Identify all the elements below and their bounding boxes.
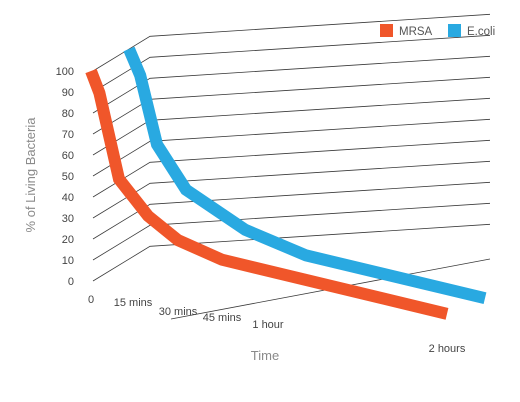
x-tick-label: 30 mins (159, 306, 198, 318)
gridline (92, 55, 491, 114)
series-line-ecoli (123, 46, 487, 304)
gridline (92, 160, 491, 219)
legend: MRSA E.coli (380, 24, 495, 38)
y-tick-label: 20 (62, 234, 74, 246)
y-tick-label: 50 (62, 171, 74, 183)
gridline (92, 181, 491, 240)
legend-swatch-mrsa (380, 24, 393, 37)
y-tick-label: 30 (62, 213, 74, 225)
y-axis-ticks: 0 10 20 30 40 50 60 70 80 90 100 (56, 66, 74, 288)
y-tick-label: 100 (56, 66, 74, 78)
y-tick-label: 70 (62, 129, 74, 141)
y-tick-label: 60 (62, 150, 74, 162)
gridline (92, 202, 491, 261)
y-axis-title: % of Living Bacteria (23, 117, 38, 233)
gridline (92, 13, 491, 72)
y-tick-label: 40 (62, 192, 74, 204)
x-tick-label: 0 (88, 294, 94, 306)
x-tick-label: 2 hours (429, 343, 466, 355)
x-axis-ticks: 0 15 mins 30 mins 45 mins 1 hour 2 hours (88, 294, 466, 355)
y-tick-label: 80 (62, 108, 74, 120)
gridline (92, 34, 491, 93)
x-tick-label: 15 mins (114, 297, 153, 309)
gridline (92, 139, 491, 198)
y-tick-label: 0 (68, 276, 74, 288)
series-line-mrsa (85, 68, 449, 320)
x-tick-label: 45 mins (203, 312, 242, 324)
x-tick-label: 1 hour (252, 319, 284, 331)
gridline (92, 223, 491, 282)
legend-label-mrsa: MRSA (399, 26, 433, 38)
series-lines (85, 46, 487, 320)
y-tick-label: 10 (62, 255, 74, 267)
y-tick-label: 90 (62, 87, 74, 99)
legend-swatch-ecoli (448, 24, 461, 37)
legend-label-ecoli: E.coli (467, 26, 495, 38)
x-axis-title: Time (251, 348, 279, 363)
